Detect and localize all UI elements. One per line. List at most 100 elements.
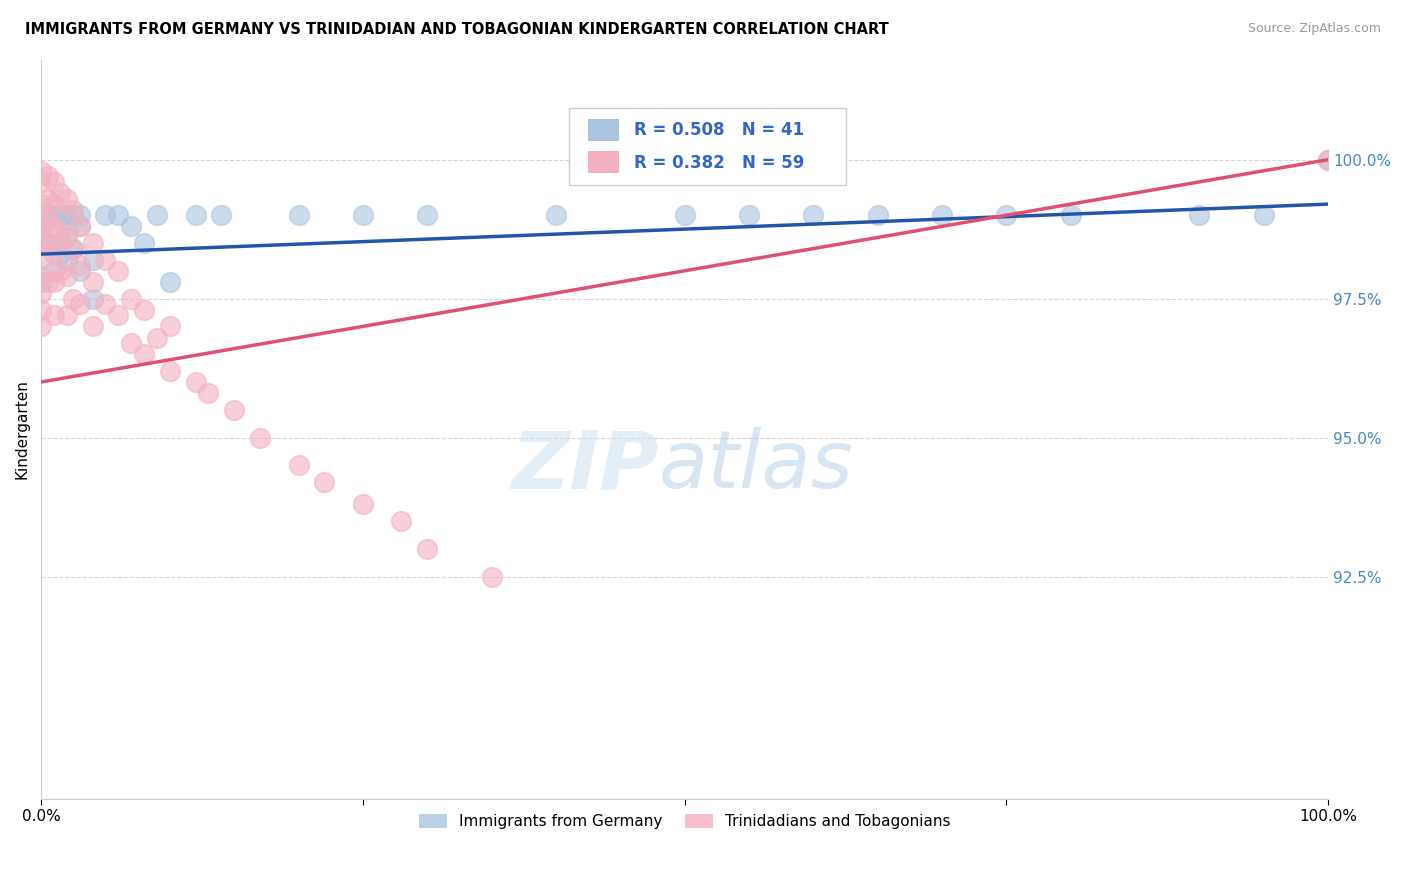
Point <box>37 235 59 250</box>
Point <box>49 247 72 261</box>
Y-axis label: Kindergarten: Kindergarten <box>15 379 30 479</box>
Point <box>391 514 413 528</box>
Point <box>801 208 824 222</box>
Point <box>146 330 169 344</box>
Point <box>56 225 79 239</box>
Point <box>30 275 52 289</box>
Point <box>62 242 84 256</box>
Point <box>69 297 91 311</box>
Point <box>314 475 336 489</box>
Point <box>30 319 52 334</box>
Point <box>56 252 79 267</box>
Point <box>56 269 79 284</box>
Legend: Immigrants from Germany, Trinidadians and Tobagonians: Immigrants from Germany, Trinidadians an… <box>413 808 956 836</box>
Text: atlas: atlas <box>659 427 853 505</box>
Text: R = 0.382   N = 59: R = 0.382 N = 59 <box>634 153 804 171</box>
Point <box>42 235 65 250</box>
Point <box>82 235 104 250</box>
Point <box>481 569 503 583</box>
Point <box>30 175 52 189</box>
Text: Source: ZipAtlas.com: Source: ZipAtlas.com <box>1247 22 1381 36</box>
Point <box>94 208 117 222</box>
Point <box>416 541 439 556</box>
Point <box>209 208 232 222</box>
Point <box>30 235 52 250</box>
Point <box>146 208 169 222</box>
Point <box>37 208 59 222</box>
Point <box>30 252 52 267</box>
Point <box>738 208 761 222</box>
Point <box>30 286 52 301</box>
Point <box>416 208 439 222</box>
Point <box>56 230 79 244</box>
Point <box>159 275 181 289</box>
Point <box>120 292 142 306</box>
Point <box>159 319 181 334</box>
Point <box>120 219 142 234</box>
Point <box>931 208 953 222</box>
Point <box>184 375 207 389</box>
Text: R = 0.508   N = 41: R = 0.508 N = 41 <box>634 121 804 139</box>
Point <box>62 202 84 217</box>
Point <box>352 497 374 511</box>
Point <box>37 169 59 184</box>
Point <box>120 336 142 351</box>
Point <box>62 292 84 306</box>
Point <box>69 208 91 222</box>
Point <box>544 208 567 222</box>
Point <box>82 292 104 306</box>
Text: IMMIGRANTS FROM GERMANY VS TRINIDADIAN AND TOBAGONIAN KINDERGARTEN CORRELATION C: IMMIGRANTS FROM GERMANY VS TRINIDADIAN A… <box>25 22 889 37</box>
Point <box>1188 208 1211 222</box>
Point <box>42 264 65 278</box>
Point <box>69 219 91 234</box>
Point <box>352 208 374 222</box>
Point <box>42 308 65 322</box>
Point <box>62 242 84 256</box>
Point <box>69 258 91 272</box>
Point <box>107 208 129 222</box>
Point <box>49 186 72 200</box>
Point <box>30 197 52 211</box>
Point <box>56 308 79 322</box>
Point <box>673 208 696 222</box>
Point <box>82 319 104 334</box>
Point <box>37 214 59 228</box>
Point <box>42 208 65 222</box>
Point <box>30 225 52 239</box>
Point <box>107 308 129 322</box>
Point <box>42 197 65 211</box>
Point <box>49 264 72 278</box>
Point <box>132 302 155 317</box>
Point <box>42 175 65 189</box>
Point <box>42 247 65 261</box>
Point <box>82 275 104 289</box>
Point <box>249 431 271 445</box>
Point <box>94 252 117 267</box>
Point <box>132 235 155 250</box>
Point <box>287 208 309 222</box>
FancyBboxPatch shape <box>569 108 845 186</box>
Point <box>42 275 65 289</box>
Point <box>49 208 72 222</box>
Point <box>1060 208 1083 222</box>
Point <box>224 402 246 417</box>
Point <box>1253 208 1275 222</box>
Point <box>995 208 1018 222</box>
Point <box>69 264 91 278</box>
Point <box>866 208 889 222</box>
Point <box>107 264 129 278</box>
Point <box>42 219 65 234</box>
Point <box>30 269 52 284</box>
Point <box>30 219 52 234</box>
Point <box>30 163 52 178</box>
Point <box>1317 153 1340 167</box>
Text: ZIP: ZIP <box>512 427 659 505</box>
Point <box>197 386 219 401</box>
Point <box>132 347 155 361</box>
Point <box>69 219 91 234</box>
Point <box>30 302 52 317</box>
Point <box>37 275 59 289</box>
Point <box>159 364 181 378</box>
Point <box>37 235 59 250</box>
Bar <box>588 119 619 141</box>
